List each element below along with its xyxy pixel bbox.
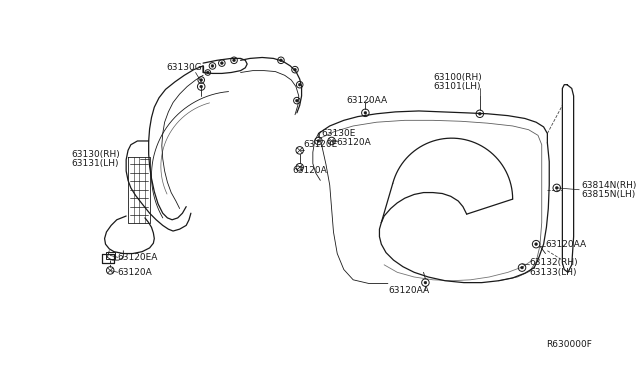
Circle shape — [211, 64, 214, 67]
Circle shape — [317, 140, 320, 142]
Text: 63132(RH): 63132(RH) — [529, 259, 578, 267]
Circle shape — [206, 71, 209, 74]
Circle shape — [479, 112, 481, 115]
Circle shape — [296, 99, 298, 102]
Text: 63120AA: 63120AA — [388, 286, 429, 295]
Text: 63100(RH): 63100(RH) — [433, 73, 482, 82]
Text: 63815N(LH): 63815N(LH) — [581, 190, 636, 199]
Circle shape — [534, 243, 538, 246]
Text: 63101(LH): 63101(LH) — [433, 82, 481, 91]
Circle shape — [200, 85, 203, 88]
Text: 63120A: 63120A — [292, 167, 327, 176]
Text: 63120E: 63120E — [303, 140, 338, 149]
Text: R630000F: R630000F — [547, 340, 593, 349]
Circle shape — [294, 68, 296, 71]
Circle shape — [520, 266, 524, 269]
Text: 63130(RH): 63130(RH) — [72, 150, 120, 158]
Circle shape — [200, 78, 203, 81]
Text: 63814N(RH): 63814N(RH) — [581, 180, 637, 190]
Circle shape — [232, 59, 236, 62]
Circle shape — [280, 59, 282, 62]
Bar — [106, 252, 115, 259]
Text: 63120A: 63120A — [118, 268, 152, 277]
Text: 63133(LH): 63133(LH) — [529, 268, 577, 277]
Circle shape — [220, 62, 223, 64]
Circle shape — [424, 281, 427, 284]
Text: 63120AA: 63120AA — [545, 240, 587, 248]
Text: 63120EA: 63120EA — [118, 253, 158, 262]
Text: 63130G: 63130G — [166, 63, 202, 72]
Circle shape — [364, 112, 367, 114]
Text: 63130E: 63130E — [321, 129, 356, 138]
Text: 63120AA: 63120AA — [347, 96, 388, 105]
Text: 63120A: 63120A — [336, 138, 371, 147]
Circle shape — [298, 83, 301, 86]
Circle shape — [556, 186, 558, 189]
Text: 63131(LH): 63131(LH) — [72, 159, 119, 168]
